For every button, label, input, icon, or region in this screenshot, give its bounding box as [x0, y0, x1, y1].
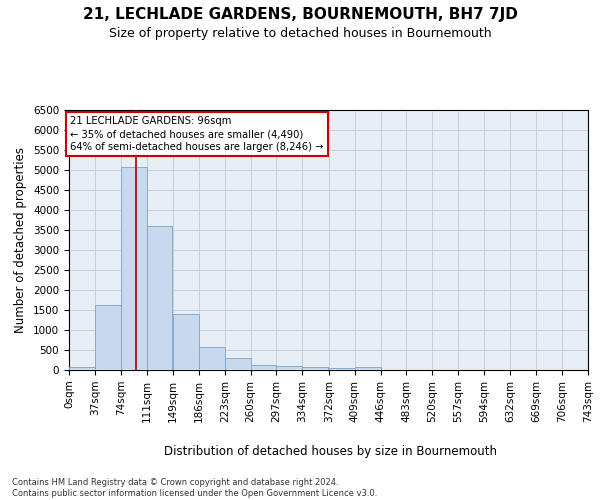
Bar: [199, 347, 225, 370]
Bar: [329, 368, 355, 370]
Bar: [146, 226, 172, 370]
Text: 21, LECHLADE GARDENS, BOURNEMOUTH, BH7 7JD: 21, LECHLADE GARDENS, BOURNEMOUTH, BH7 7…: [83, 8, 517, 22]
Bar: [302, 367, 328, 370]
Bar: [251, 365, 277, 370]
Text: Contains HM Land Registry data © Crown copyright and database right 2024.
Contai: Contains HM Land Registry data © Crown c…: [12, 478, 377, 498]
Bar: [69, 367, 95, 370]
Bar: [355, 368, 380, 370]
Bar: [95, 305, 121, 370]
Bar: [173, 314, 199, 370]
Text: 21 LECHLADE GARDENS: 96sqm
← 35% of detached houses are smaller (4,490)
64% of s: 21 LECHLADE GARDENS: 96sqm ← 35% of deta…: [70, 116, 324, 152]
Bar: [225, 358, 251, 370]
Y-axis label: Number of detached properties: Number of detached properties: [14, 147, 28, 333]
Text: Distribution of detached houses by size in Bournemouth: Distribution of detached houses by size …: [163, 444, 497, 458]
Bar: [277, 366, 302, 370]
Text: Size of property relative to detached houses in Bournemouth: Size of property relative to detached ho…: [109, 28, 491, 40]
Bar: [121, 167, 146, 370]
